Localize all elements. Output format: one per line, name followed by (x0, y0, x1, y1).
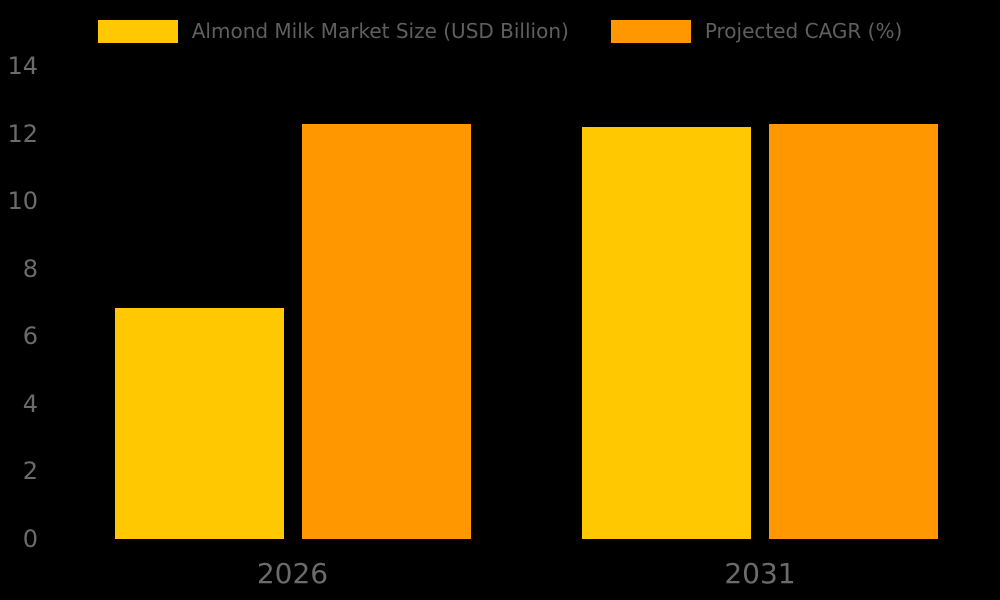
chart-legend: Almond Milk Market Size (USD Billion) Pr… (0, 18, 1000, 44)
x-tick-label: 2026 (256, 557, 329, 590)
legend-swatch-market-size (97, 19, 178, 43)
legend-label-market-size: Almond Milk Market Size (USD Billion) (191, 19, 569, 43)
bar-2026-series1 (301, 124, 471, 539)
bar-2031-series0 (582, 127, 751, 539)
bar-2026-series0 (114, 308, 284, 539)
y-tick-label: 2 (22, 457, 38, 486)
y-tick-label: 8 (22, 254, 38, 283)
y-tick-label: 4 (22, 389, 38, 418)
legend-item-cagr: Projected CAGR (%) (610, 18, 903, 44)
legend-label-cagr: Projected CAGR (%) (704, 19, 903, 43)
legend-swatch-cagr (610, 19, 691, 43)
x-tick-label: 2031 (724, 557, 796, 590)
bar-2031-series1 (769, 124, 938, 539)
y-tick-label: 12 (7, 119, 38, 148)
legend-item-market-size: Almond Milk Market Size (USD Billion) (97, 18, 569, 44)
y-tick-label: 0 (22, 525, 38, 553)
y-tick-label: 6 (22, 322, 38, 351)
y-tick-label: 14 (7, 52, 38, 80)
y-tick-label: 10 (7, 187, 38, 216)
